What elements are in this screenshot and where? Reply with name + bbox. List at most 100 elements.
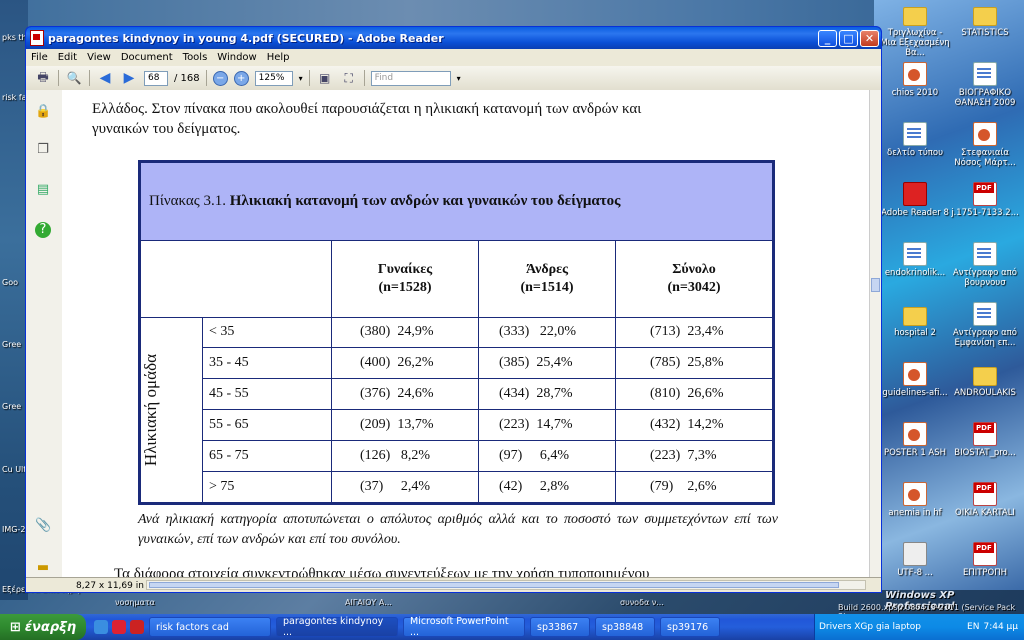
desktop-left-label[interactable]: Cu Ultima	[2, 465, 42, 474]
maximize-button[interactable]: □	[839, 29, 858, 47]
chevron-down-icon[interactable]: ▾	[298, 73, 303, 83]
taskbar-button[interactable]: sp39176	[660, 617, 720, 637]
empty-header-cell	[140, 240, 332, 318]
desktop-icon[interactable]: STATISTICS	[950, 2, 1020, 38]
media-icon[interactable]	[112, 620, 126, 634]
desktop-icon[interactable]: ΒΙΟΓΡΑΦΙΚΟ ΘΑΝΑΣΗ 2009	[950, 62, 1020, 108]
desktop-icon[interactable]: Αντίγραφο από Εμφανίση επ...	[950, 302, 1020, 348]
language-indicator[interactable]: EN	[967, 622, 980, 632]
desktop-icon[interactable]: guidelines-afi...	[880, 362, 950, 398]
desktop-icon[interactable]: ΕΠΙΤΡΟΠΗ	[950, 542, 1020, 578]
desktop-left-label[interactable]: risk fa	[2, 93, 27, 102]
page-number-input[interactable]: 68	[144, 70, 168, 86]
doc-file-icon	[903, 122, 927, 146]
folder-file-icon	[903, 307, 927, 326]
ppt-file-icon	[903, 362, 927, 386]
horizontal-scroll-thumb[interactable]	[149, 582, 839, 588]
next-page-icon[interactable]: ▶	[123, 70, 135, 86]
chevron-down-icon[interactable]: ▾	[456, 73, 461, 83]
clock: 7:44 μμ	[983, 622, 1018, 632]
minimize-button[interactable]: _	[818, 29, 837, 47]
find-input[interactable]: Find	[370, 70, 451, 86]
taskbar-button[interactable]: Microsoft PowerPoint ...	[403, 616, 525, 638]
desktop-icon[interactable]: hospital 2	[880, 302, 950, 338]
desktop-icon[interactable]: OIKIA KARTALI	[950, 482, 1020, 518]
search-doc-icon[interactable]: 🔍	[66, 71, 82, 85]
lock-icon[interactable]: 🔒	[35, 104, 52, 119]
desktop-icon[interactable]: Adobe Reader 8	[880, 182, 950, 218]
fit-page-icon[interactable]: ▣	[318, 71, 331, 85]
help-icon[interactable]: ?	[35, 222, 51, 238]
comments-icon[interactable]: ▬	[36, 560, 50, 575]
desktop-icon-label: δελτίο τύπου	[887, 148, 943, 158]
menu-item-tools[interactable]: Tools	[182, 52, 208, 63]
men-value-cell: (223) 14,7%	[478, 409, 616, 442]
tray-drivers[interactable]: Drivers XGp gia laptop	[819, 622, 922, 632]
desktop-left-label[interactable]: IMG-2	[2, 525, 26, 534]
menu-item-file[interactable]: File	[31, 52, 48, 63]
total-value-cell: (432) 14,2%	[615, 409, 773, 442]
desktop-icon[interactable]: BIOSTAT_pro...	[950, 422, 1020, 458]
desktop-icon-label: Τριγλωχίνα - Μια Εξεχασμένη Βα...	[880, 28, 950, 58]
menu-item-edit[interactable]: Edit	[57, 52, 78, 63]
desktop-left-label[interactable]: Gree	[2, 402, 22, 411]
title-bar[interactable]: paragontes kindynoy in young 4.pdf (SECU…	[26, 27, 881, 49]
men-value-cell: (333) 22,0%	[478, 316, 616, 349]
vertical-scroll-thumb[interactable]	[871, 278, 880, 292]
quick-launch	[94, 620, 144, 634]
desktop-icon[interactable]: Στεφανιαία Νόσος Μάρτ...	[950, 122, 1020, 168]
desktop-icon[interactable]: Τριγλωχίνα - Μια Εξεχασμένη Βα...	[880, 2, 950, 58]
taskbar-button[interactable]: paragontes kindynoy ...	[276, 616, 398, 638]
menu-item-help[interactable]: Help	[266, 52, 290, 63]
pages-icon[interactable]: ❐	[37, 142, 49, 157]
window-title: paragontes kindynoy in young 4.pdf (SECU…	[48, 31, 444, 45]
full-screen-icon[interactable]: ⛶	[344, 70, 353, 85]
desktop-icon[interactable]: anemia in hf	[880, 482, 950, 518]
zoom-select[interactable]: 125%	[254, 70, 293, 86]
desktop-icon-label: UTF-8 ...	[897, 568, 933, 578]
vertical-scrollbar[interactable]	[869, 90, 881, 577]
desktop-label-synoda[interactable]: συνοδα ν...	[620, 598, 664, 607]
desktop-label-aigaiou[interactable]: ΑΙΓΑΙΟΥ Α...	[345, 598, 392, 607]
doc-file-icon	[903, 242, 927, 266]
desktop-icon[interactable]: δελτίο τύπου	[880, 122, 950, 158]
taskbar-button[interactable]: sp33867	[530, 617, 590, 637]
desktop-icon[interactable]: endokrinolik...	[880, 242, 950, 278]
menu-bar: File Edit View Document Tools Window Help	[26, 49, 881, 66]
menu-item-view[interactable]: View	[87, 52, 111, 63]
zoom-in-icon[interactable]: +	[233, 70, 249, 86]
desktop-icon[interactable]: j.1751-7133.2...	[950, 182, 1020, 218]
paperclip-icon[interactable]: 📎	[35, 518, 52, 533]
desktop-icon[interactable]: UTF-8 ...	[880, 542, 950, 578]
ie-icon[interactable]	[94, 620, 108, 634]
desktop-icon[interactable]: ANDROULAKIS	[950, 362, 1020, 398]
desktop-left-label[interactable]: pks th	[2, 33, 27, 42]
table-row: Ηλικιακή ομάδα < 35 (380) 24,9% (333) 22,0%…	[140, 316, 773, 504]
previous-page-icon[interactable]: ◀	[99, 70, 111, 86]
zoom-out-icon[interactable]: −	[212, 70, 228, 86]
pdf-file-icon	[973, 542, 997, 566]
women-value-cell: (209) 13,7%	[331, 409, 479, 442]
menu-item-document[interactable]: Document	[120, 52, 173, 63]
desktop-icon-label: anemia in hf	[888, 508, 942, 518]
close-button[interactable]: ✕	[860, 29, 879, 47]
start-button[interactable]: ⊞ έναρξη	[0, 614, 86, 640]
attachments-icon[interactable]: ▤	[36, 182, 50, 197]
table-caption-title: Ηλικιακή κατανομή των ανδρών και γυναικώ…	[229, 193, 621, 210]
horizontal-scrollbar[interactable]	[146, 580, 866, 590]
desktop-left-label[interactable]: Goo	[2, 278, 18, 287]
folder-file-icon	[903, 7, 927, 26]
print-icon[interactable]: 🖶	[37, 69, 49, 84]
taskbar-button[interactable]: sp38848	[595, 617, 655, 637]
app-icon[interactable]	[130, 620, 144, 634]
desktop-icon[interactable]: Αντίγραφο από βουρνουσ	[950, 242, 1020, 288]
ppt-file-icon	[903, 482, 927, 506]
women-value-cell: (37) 2,4%	[331, 471, 479, 503]
desktop-label-nosimata[interactable]: νοσηματα	[115, 598, 155, 607]
desktop-icon[interactable]: POSTER 1 ASH	[880, 422, 950, 458]
menu-item-window[interactable]: Window	[217, 52, 257, 63]
toolbar-separator	[308, 70, 310, 86]
desktop-icon[interactable]: chios 2010	[880, 62, 950, 98]
taskbar-button[interactable]: risk factors cad	[149, 617, 271, 637]
desktop-left-label[interactable]: Gree	[2, 340, 22, 349]
